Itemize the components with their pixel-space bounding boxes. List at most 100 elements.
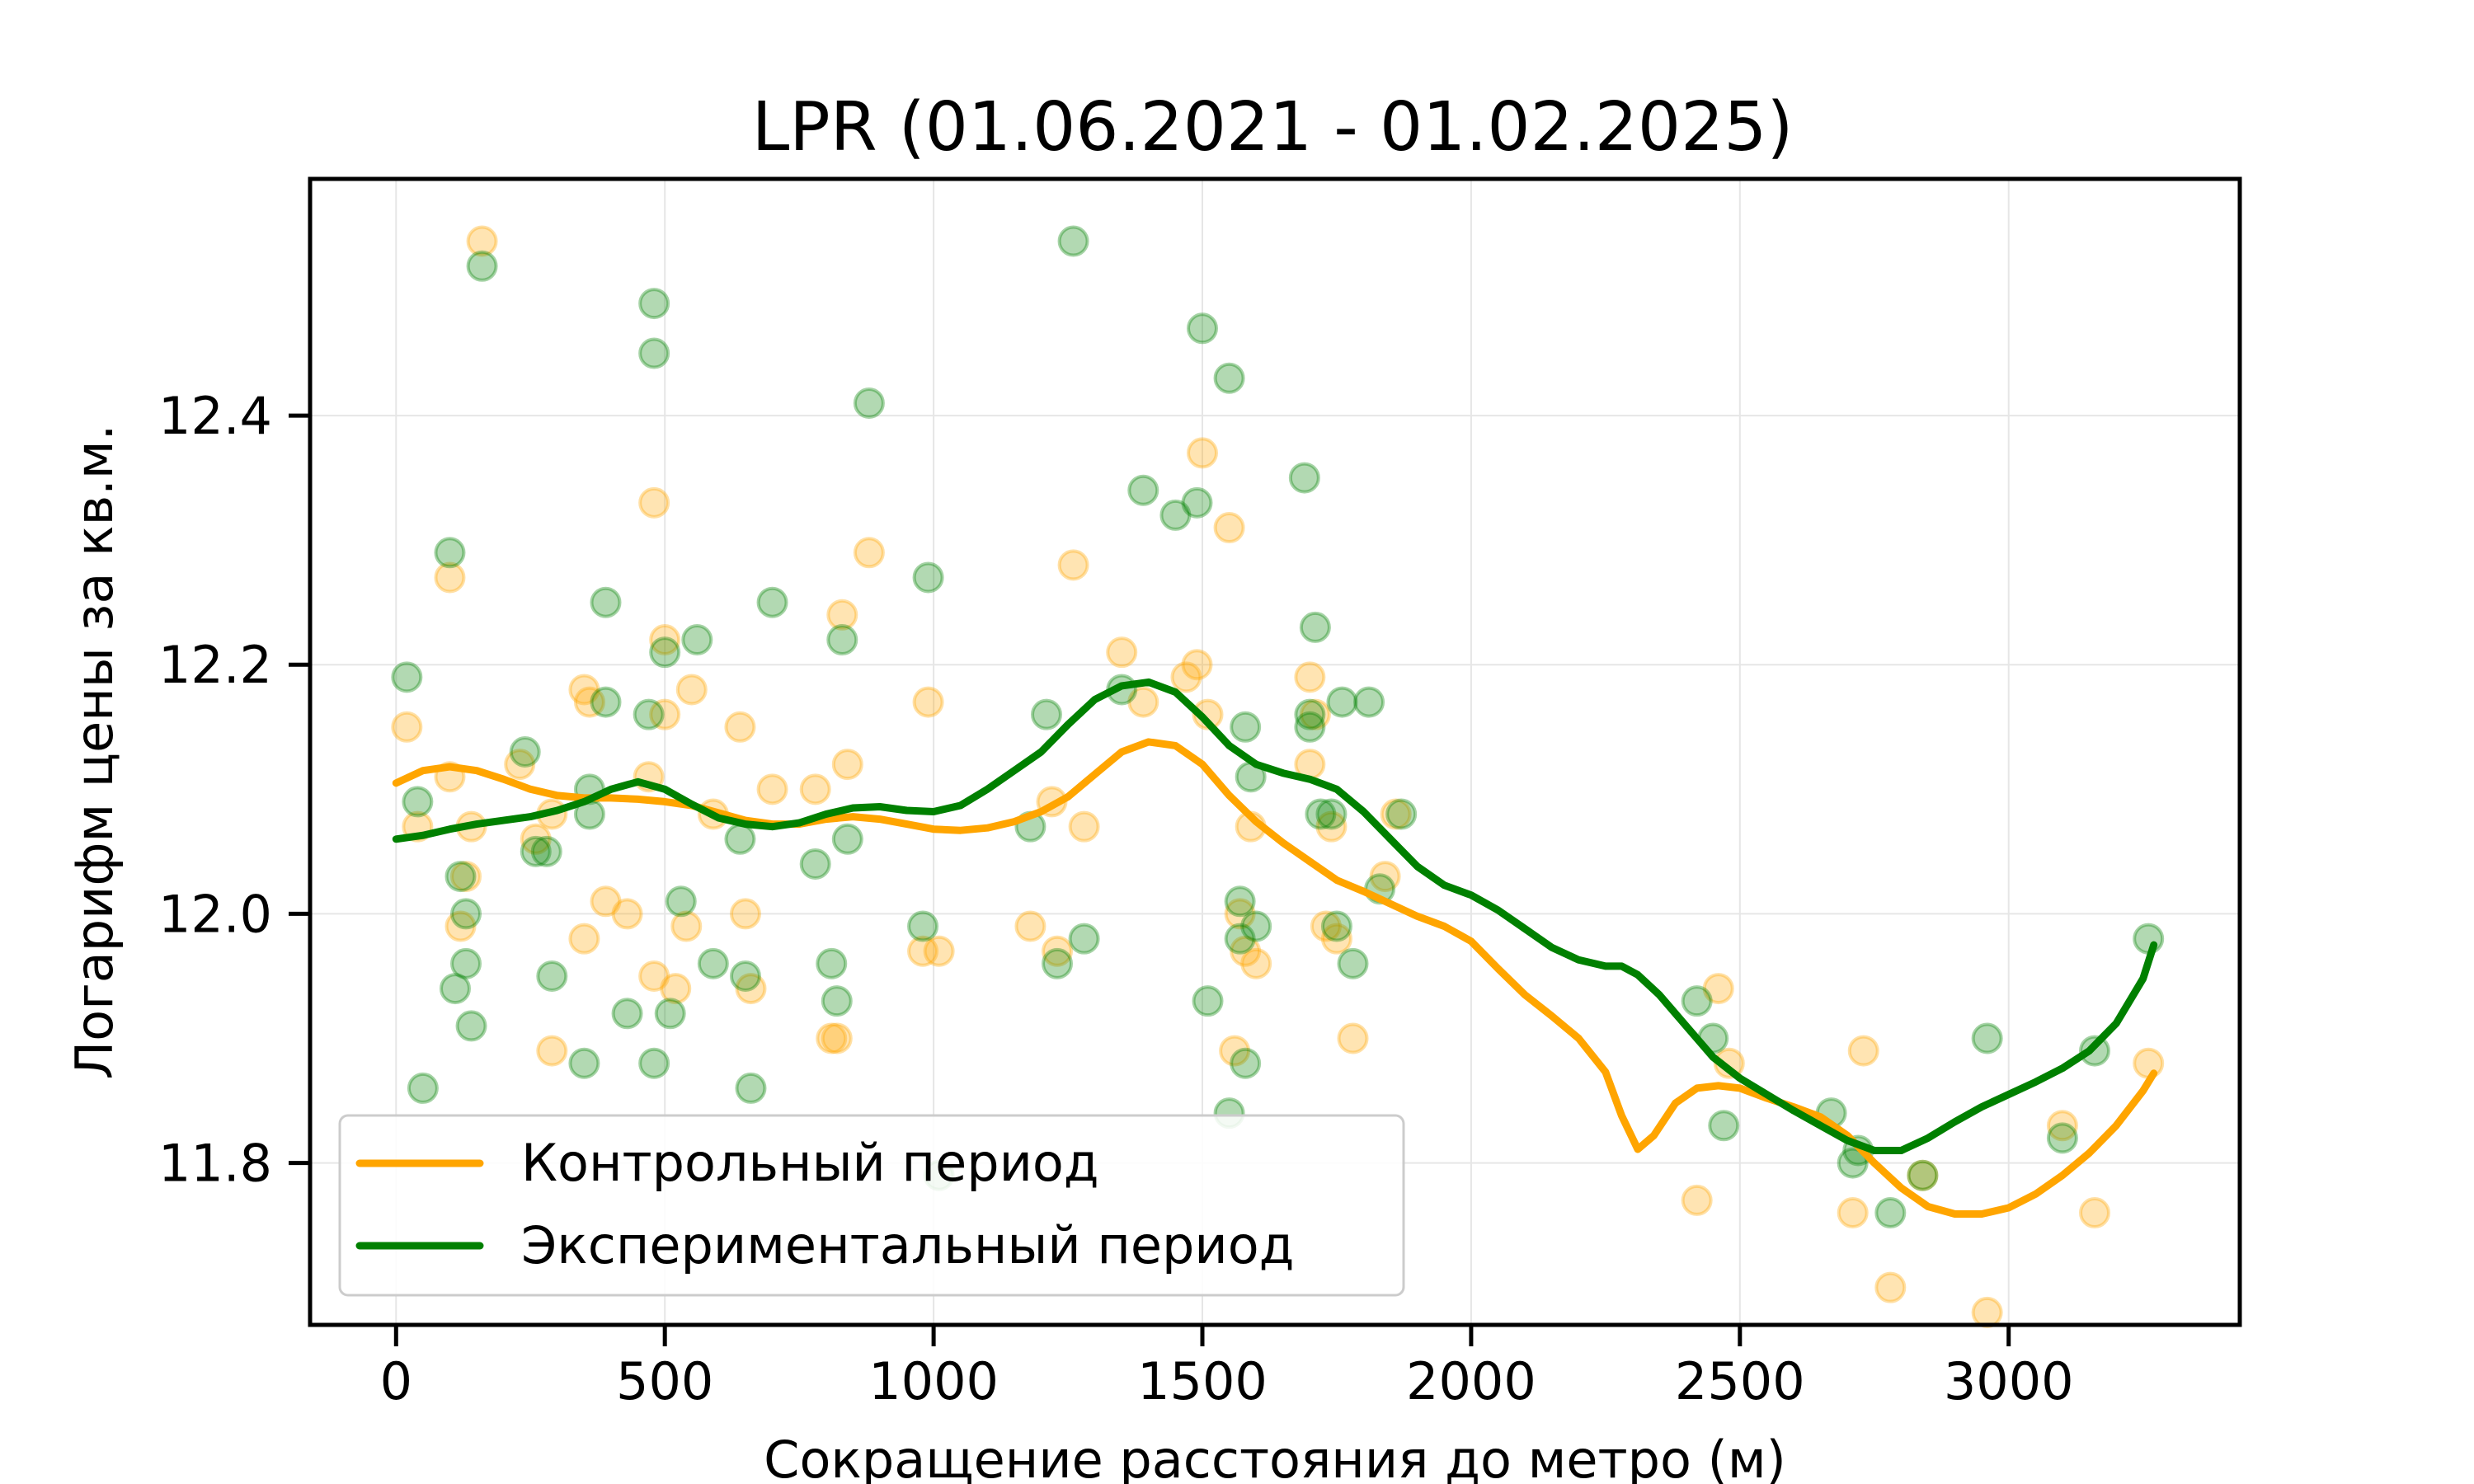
x-tick-label: 1000 [868, 1351, 999, 1411]
experimental-point [735, 1072, 767, 1104]
experimental-point [649, 636, 681, 669]
control-point [1192, 698, 1224, 730]
experimental-point [530, 835, 562, 867]
control-point [450, 861, 482, 893]
experimental-point [1127, 474, 1159, 506]
control-point [853, 537, 885, 569]
experimental-point [391, 661, 423, 693]
plot-frame [308, 176, 2242, 1327]
experimental-point [799, 848, 831, 880]
control-point [1042, 935, 1074, 967]
control-point [735, 973, 767, 1005]
control-point [536, 1035, 568, 1067]
experimental-point [1213, 362, 1245, 394]
control-point [670, 910, 703, 942]
experimental-point [407, 1072, 439, 1104]
experimental-point [1681, 985, 1713, 1017]
experimental-point [1305, 798, 1337, 830]
control-point [444, 910, 477, 942]
chart-title: LPR (01.06.2021 - 01.02.2025) [752, 88, 1794, 167]
y-tick-label: 12.4 [158, 386, 272, 446]
control-point [1170, 661, 1202, 693]
control-point [2133, 1047, 2165, 1079]
y-tick-label: 12.0 [158, 884, 272, 944]
control-point [504, 749, 536, 781]
x-tick-label: 2500 [1675, 1351, 1805, 1411]
legend-label-control: Контрольный период [521, 1133, 1099, 1193]
control-point [568, 923, 600, 955]
control-point [466, 225, 498, 257]
control-point [1847, 1035, 1879, 1067]
x-axis-label: Сокращение расстояния до метро (м) [764, 1430, 1786, 1484]
legend-label-experimental: Экспериментальный период [521, 1215, 1295, 1275]
experimental-point [568, 1047, 600, 1079]
control-point [1219, 1035, 1251, 1067]
experimental-point [1230, 1047, 1262, 1079]
control-point [1299, 698, 1331, 730]
experimental-point [1353, 686, 1385, 718]
control-point [1230, 935, 1262, 967]
control-point [907, 935, 939, 967]
y-tick-label: 12.2 [158, 635, 272, 695]
experimental-point [1907, 1159, 1939, 1191]
experimental-point [1874, 1197, 1907, 1229]
experimental-point [665, 885, 697, 918]
control-point [1320, 923, 1352, 955]
experimental-point [681, 624, 713, 656]
experimental-point [638, 288, 670, 320]
control-point [649, 698, 681, 730]
control-point [912, 686, 944, 718]
control-point [1106, 636, 1138, 669]
experimental-point [1240, 910, 1272, 942]
control-point [1310, 910, 1342, 942]
experimental-point [1299, 611, 1331, 643]
control-point [1294, 661, 1326, 693]
experimental-point [2046, 1122, 2078, 1154]
experimental-point [907, 910, 939, 942]
experimental-point [444, 861, 477, 893]
control-point [1127, 686, 1159, 718]
control-point [638, 960, 670, 992]
experimental-point [1224, 923, 1256, 955]
control-point [1057, 549, 1089, 581]
experimental-point [1187, 312, 1219, 345]
experimental-point [1288, 462, 1320, 494]
control-point [1187, 437, 1219, 469]
control-point [611, 898, 643, 930]
y-tick-label: 11.8 [158, 1134, 272, 1194]
control-point [729, 898, 761, 930]
experimental-point [638, 1047, 670, 1079]
experimental-point [1294, 711, 1326, 743]
experimental-point [1042, 947, 1074, 979]
experimental-point [1294, 698, 1326, 730]
axis-ticks: 0 500 1000 1500 2000 2500 3000 11.8 12.0 12.2 12.4 [158, 386, 2074, 1411]
control-point [638, 486, 670, 519]
control-point [1971, 1296, 2003, 1328]
control-point [923, 935, 955, 967]
control-point [1907, 1159, 1939, 1191]
experimental-point [654, 998, 686, 1030]
control-point [590, 885, 622, 918]
control-point [756, 773, 788, 805]
experimental-point [536, 960, 568, 992]
x-tick-label: 1500 [1137, 1351, 1268, 1411]
scatter-points [391, 225, 2165, 1328]
experimental-point [434, 537, 466, 569]
control-point [1380, 798, 1412, 830]
experimental-point [1837, 1147, 1869, 1179]
control-point [816, 1022, 848, 1054]
experimental-point [1971, 1022, 2003, 1054]
experimental-point [1337, 947, 1369, 979]
control-point [660, 973, 692, 1005]
control-point [649, 624, 681, 656]
experimental-point [1326, 686, 1358, 718]
experimental-point [1315, 798, 1348, 830]
experimental-point [466, 250, 498, 282]
experimental-point [1159, 499, 1192, 531]
control-point [2046, 1110, 2078, 1142]
experimental-point [439, 973, 471, 1005]
experimental-point [1224, 885, 1256, 918]
experimental-point [520, 835, 552, 867]
experimental-point [756, 586, 788, 618]
